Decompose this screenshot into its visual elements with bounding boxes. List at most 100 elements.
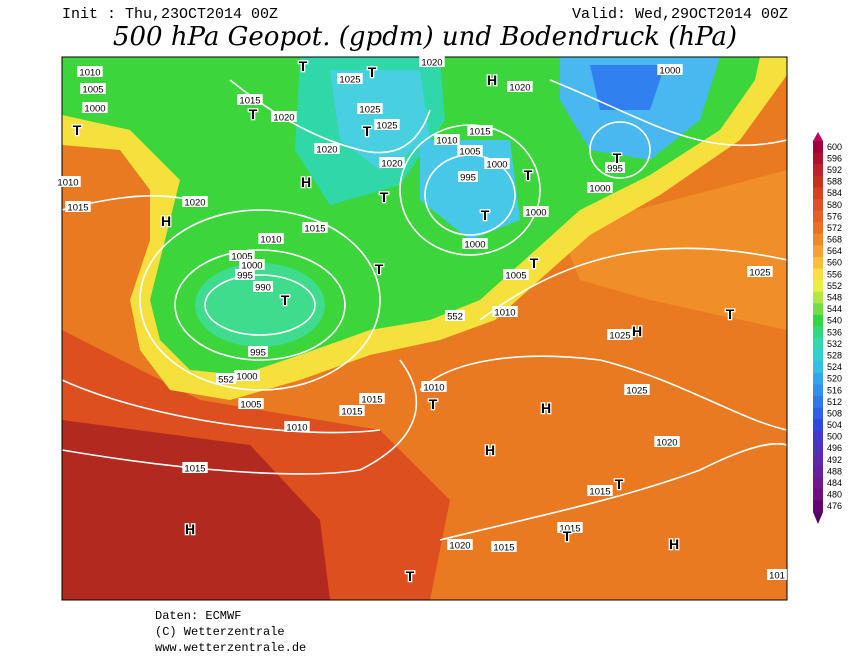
isobar-label-bg (507, 81, 533, 92)
pressure-center: T (375, 261, 384, 277)
colorbar-label: 584 (827, 188, 842, 198)
colorbar-swatch (813, 488, 823, 501)
isobar-label-bg (467, 125, 493, 136)
isobar-label-bg (314, 143, 340, 154)
isobar-label: 1010 (260, 235, 281, 246)
isobar-label: 1020 (381, 159, 402, 170)
isobar-label-bg (374, 119, 400, 130)
isobar-label: 1020 (656, 438, 677, 449)
colorbar-label: 544 (827, 304, 842, 314)
isobar-label-bg (523, 206, 549, 217)
isobar-label-bg (302, 222, 328, 233)
isobar-label-bg (445, 310, 465, 321)
init-time: Init : Thu,23OCT2014 00Z (62, 6, 278, 23)
colorbar-label: 592 (827, 165, 842, 175)
isobar-label: 1015 (67, 203, 88, 214)
isobar-label: 1015 (239, 96, 260, 107)
colorbar-label: 556 (827, 269, 842, 279)
isobar-label: 1025 (609, 331, 630, 342)
isobar-label-bg (237, 94, 263, 105)
isobar-label: 1010 (494, 308, 515, 319)
colorbar-label: 528 (827, 350, 842, 360)
isobar-label: 1020 (509, 83, 530, 94)
isobar-label: 1025 (749, 268, 770, 279)
colorbar-label: 492 (827, 455, 842, 465)
isobar-label: 1000 (241, 261, 262, 272)
isobar-label-bg (767, 569, 787, 580)
colorbar-swatch (813, 233, 823, 246)
isobar-label: 1020 (449, 541, 470, 552)
isobar-label: 995 (607, 164, 623, 175)
pressure-center: T (249, 106, 258, 122)
colorbar-swatch (813, 187, 823, 200)
colorbar-top-arrow (813, 132, 823, 141)
colorbar-label: 560 (827, 258, 842, 268)
colorbar-swatch (813, 500, 823, 513)
pressure-center: T (281, 292, 290, 308)
isobar-label-bg (447, 539, 473, 550)
colorbar-label: 532 (827, 339, 842, 349)
colorbar-label: 476 (827, 501, 842, 511)
pressure-center: H (669, 536, 679, 552)
isobar-label: 1020 (273, 113, 294, 124)
isobar-label-bg (654, 436, 680, 447)
pressure-center: T (530, 255, 539, 271)
colorbar-swatch (813, 210, 823, 223)
colorbar-label: 500 (827, 432, 842, 442)
pressure-center: H (161, 213, 171, 229)
isobar-label-bg (421, 381, 447, 392)
colorbar-label: 536 (827, 327, 842, 337)
isobar-label: 1015 (559, 524, 580, 535)
colorbar-swatch (813, 198, 823, 212)
isobar-label-bg (248, 346, 268, 357)
isobar-label: 1000 (486, 160, 507, 171)
pressure-center: T (406, 568, 415, 584)
pressure-center: T (615, 476, 624, 492)
isobar-label: 1025 (339, 75, 360, 86)
isobar-label: 1000 (589, 184, 610, 195)
pressure-center: H (185, 521, 195, 537)
colorbar-swatch (813, 303, 823, 316)
pressure-center: T (524, 167, 533, 183)
isobar-label: 552 (218, 375, 234, 386)
isobar-label: 1010 (57, 178, 78, 189)
pressure-center: T (380, 189, 389, 205)
isobar-label-bg (624, 384, 650, 395)
isobar-label: 1005 (240, 400, 261, 411)
isobar-label: 1015 (184, 464, 205, 475)
map-title: 500 hPa Geopot. (gpdm) und Bodendruck (h… (113, 22, 737, 52)
colorbar-swatch (813, 164, 823, 177)
isobar-label-bg (484, 158, 510, 169)
colorbar-swatch (813, 396, 823, 409)
isobar-label-bg (235, 269, 255, 280)
isobar-label: 995 (460, 173, 476, 184)
isobar-label: 1005 (459, 147, 480, 158)
isobar-label: 1000 (236, 372, 257, 383)
colorbar-swatch (813, 465, 823, 478)
colorbar-swatch (813, 407, 823, 420)
isobar-label: 1025 (359, 105, 380, 116)
colorbar-swatch (813, 152, 823, 165)
isobar-label-bg (434, 134, 460, 145)
colorbar-swatch (813, 384, 823, 397)
isobar-label: 1010 (79, 68, 100, 79)
isobar-label-bg (503, 269, 529, 280)
colorbar-label: 564 (827, 246, 842, 256)
colorbar-swatch (813, 141, 823, 154)
isobar-label-bg (458, 171, 478, 182)
isobar-label: 990 (255, 283, 271, 294)
colorbar-swatch (813, 454, 823, 467)
colorbar-label: 576 (827, 211, 842, 221)
colorbar-label: 580 (827, 200, 842, 210)
isobar-label: 552 (447, 312, 463, 323)
isobar-label-bg (357, 103, 383, 114)
pressure-center: T (429, 396, 438, 412)
colorbar-swatch (813, 326, 823, 339)
colorbar-label: 520 (827, 374, 842, 384)
isobar-label-bg (55, 176, 81, 187)
isobar-label: 1005 (505, 271, 526, 282)
isobar-label-bg (587, 485, 613, 496)
colorbar-swatch (813, 291, 823, 304)
footer-line: (C) Wetterzentrale (155, 625, 285, 639)
